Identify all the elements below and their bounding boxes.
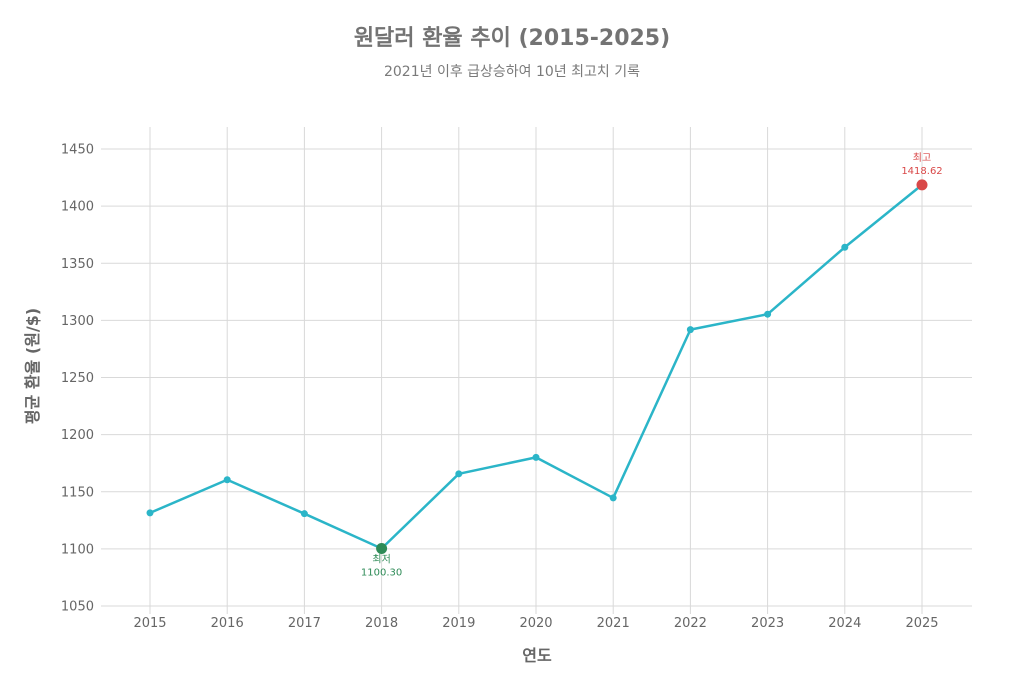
x-tick-label: 2024 xyxy=(828,616,861,631)
y-tick-label: 1300 xyxy=(61,314,94,329)
grid-lines xyxy=(101,127,972,614)
max-annotation-label: 최고 xyxy=(913,152,931,164)
x-tick-label: 2019 xyxy=(442,616,475,631)
min-point-marker xyxy=(376,543,388,555)
x-tick-label: 2016 xyxy=(211,616,244,631)
max-point-marker xyxy=(916,179,928,191)
y-tick-label: 1100 xyxy=(61,542,94,557)
x-tick-label: 2018 xyxy=(365,616,398,631)
data-points xyxy=(146,179,928,555)
max-annotation-value: 1418.62 xyxy=(901,166,942,177)
data-point xyxy=(686,326,694,334)
chart-subtitle: 2021년 이후 급상승하여 10년 최고치 기록 xyxy=(383,64,640,80)
x-tick-labels: 2015 2016 2017 2018 2019 2020 2021 2022 2023 2024… xyxy=(133,616,938,631)
y-tick-label: 1350 xyxy=(61,257,94,272)
y-tick-label: 1400 xyxy=(61,200,94,215)
x-tick-label: 2023 xyxy=(751,616,784,631)
annotations: 최저 1100.30 최고 1418.62 xyxy=(361,152,943,579)
data-point xyxy=(300,510,308,518)
y-tick-label: 1150 xyxy=(61,485,94,500)
chart-title: 원달러 환율 추이 (2015-2025) xyxy=(353,26,671,51)
y-tick-label: 1050 xyxy=(61,600,94,615)
y-tick-label: 1200 xyxy=(61,428,94,443)
x-tick-label: 2015 xyxy=(133,616,166,631)
x-tick-label: 2025 xyxy=(905,616,938,631)
min-annotation-label: 최저 xyxy=(372,554,390,566)
x-tick-label: 2020 xyxy=(519,616,552,631)
x-axis-title: 연도 xyxy=(522,646,552,665)
x-tick-label: 2021 xyxy=(597,616,630,631)
x-tick-label: 2022 xyxy=(674,616,707,631)
data-point xyxy=(223,476,231,484)
x-tick-label: 2017 xyxy=(288,616,321,631)
y-tick-label: 1450 xyxy=(61,143,94,158)
y-tick-labels: 1050 1100 1150 1200 1250 1300 1350 1400 1450 xyxy=(61,143,94,615)
min-annotation-value: 1100.30 xyxy=(361,568,402,579)
data-point xyxy=(841,243,849,251)
data-point xyxy=(764,310,772,318)
data-point xyxy=(609,494,617,502)
data-point xyxy=(146,509,154,517)
data-point xyxy=(455,470,463,478)
y-axis-title: 평균 환율 (원/$) xyxy=(23,308,42,424)
y-tick-label: 1250 xyxy=(61,371,94,386)
data-point xyxy=(532,453,540,461)
